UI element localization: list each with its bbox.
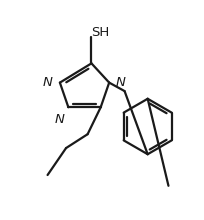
Text: N: N (55, 113, 65, 126)
Text: SH: SH (91, 26, 109, 39)
Text: N: N (115, 76, 125, 89)
Text: N: N (42, 76, 52, 89)
